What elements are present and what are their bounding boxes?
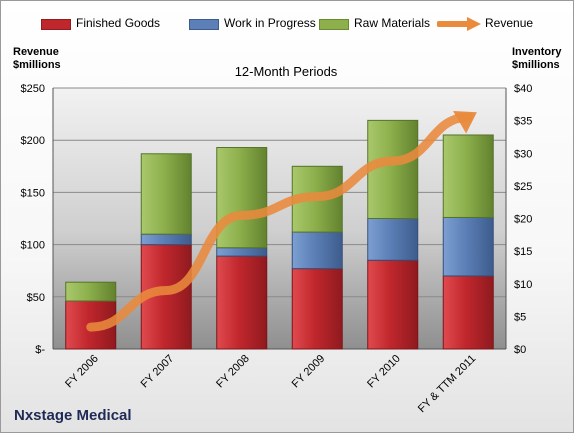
- legend-swatch-finished-goods: [41, 19, 71, 30]
- right-tick-label-5: $25: [514, 181, 532, 193]
- bar-finished-goods-5: [442, 275, 494, 350]
- legend: Finished Goods Work in Progress Raw Mate…: [41, 9, 561, 37]
- bar-work-in-progress-2: [216, 247, 268, 257]
- bar-raw-materials-0: [65, 281, 117, 302]
- bar-raw-materials-5: [442, 134, 494, 218]
- left-axis-title-line2: $millions: [13, 59, 61, 71]
- right-axis-title: Inventory $millions: [512, 46, 562, 72]
- legend-label-work-in-progress: Work in Progress: [224, 16, 316, 30]
- chart-subtitle: 12-Month Periods: [234, 64, 338, 79]
- revenue-line: [86, 112, 473, 332]
- x-tick-label-2: FY 2008: [214, 353, 252, 391]
- revenue-arrowhead-icon: [453, 111, 477, 134]
- company-name: Nxstage Medical: [14, 407, 132, 424]
- right-tick-label-2: $10: [514, 279, 532, 291]
- x-tick-label-1: FY 2007: [139, 353, 177, 391]
- right-tick-label-4: $20: [514, 214, 532, 226]
- right-axis-title-line1: Inventory: [512, 46, 562, 58]
- left-tick-label-3: $150: [21, 187, 45, 199]
- legend-revenue-arrow-icon: [437, 17, 481, 31]
- right-tick-label-7: $35: [514, 116, 532, 128]
- legend-swatch-work-in-progress: [189, 19, 219, 30]
- legend-label-revenue: Revenue: [485, 16, 534, 30]
- bar-raw-materials-4: [367, 119, 419, 219]
- bar-work-in-progress-1: [140, 233, 192, 246]
- legend-swatch-raw-materials: [319, 19, 349, 30]
- legend-label-raw-materials: Raw Materials: [354, 16, 431, 30]
- left-tick-label-4: $200: [21, 135, 45, 147]
- right-tick-label-3: $15: [514, 246, 532, 258]
- right-tick-label-1: $5: [514, 311, 526, 323]
- x-tick-label-3: FY 2009: [290, 353, 328, 391]
- bar-finished-goods-2: [216, 255, 268, 350]
- left-tick-label-1: $50: [27, 292, 45, 304]
- bar-work-in-progress-3: [291, 231, 343, 270]
- bar-raw-materials-2: [216, 147, 268, 249]
- x-tick-label-0: FY 2006: [63, 353, 101, 391]
- legend-label-finished-goods: Finished Goods: [76, 16, 161, 30]
- right-axis-title-line2: $millions: [512, 59, 560, 71]
- left-axis-title: Revenue $millions: [13, 46, 61, 72]
- right-tick-label-8: $40: [514, 83, 532, 95]
- bar-finished-goods-3: [291, 268, 343, 350]
- bar-finished-goods-4: [367, 259, 419, 350]
- x-tick-label-4: FY 2010: [365, 353, 403, 391]
- bar-work-in-progress-5: [442, 216, 494, 277]
- bar-raw-materials-1: [140, 153, 192, 235]
- right-tick-label-0: $0: [514, 344, 526, 356]
- left-axis-title-line1: Revenue: [13, 46, 59, 58]
- left-tick-label-0: $-: [35, 344, 45, 356]
- bar-work-in-progress-4: [367, 218, 419, 261]
- right-tick-label-6: $30: [514, 148, 532, 160]
- left-tick-label-2: $100: [21, 240, 45, 252]
- left-tick-label-5: $250: [21, 83, 45, 95]
- x-tick-label-5: FY & TTM 2011: [416, 353, 479, 416]
